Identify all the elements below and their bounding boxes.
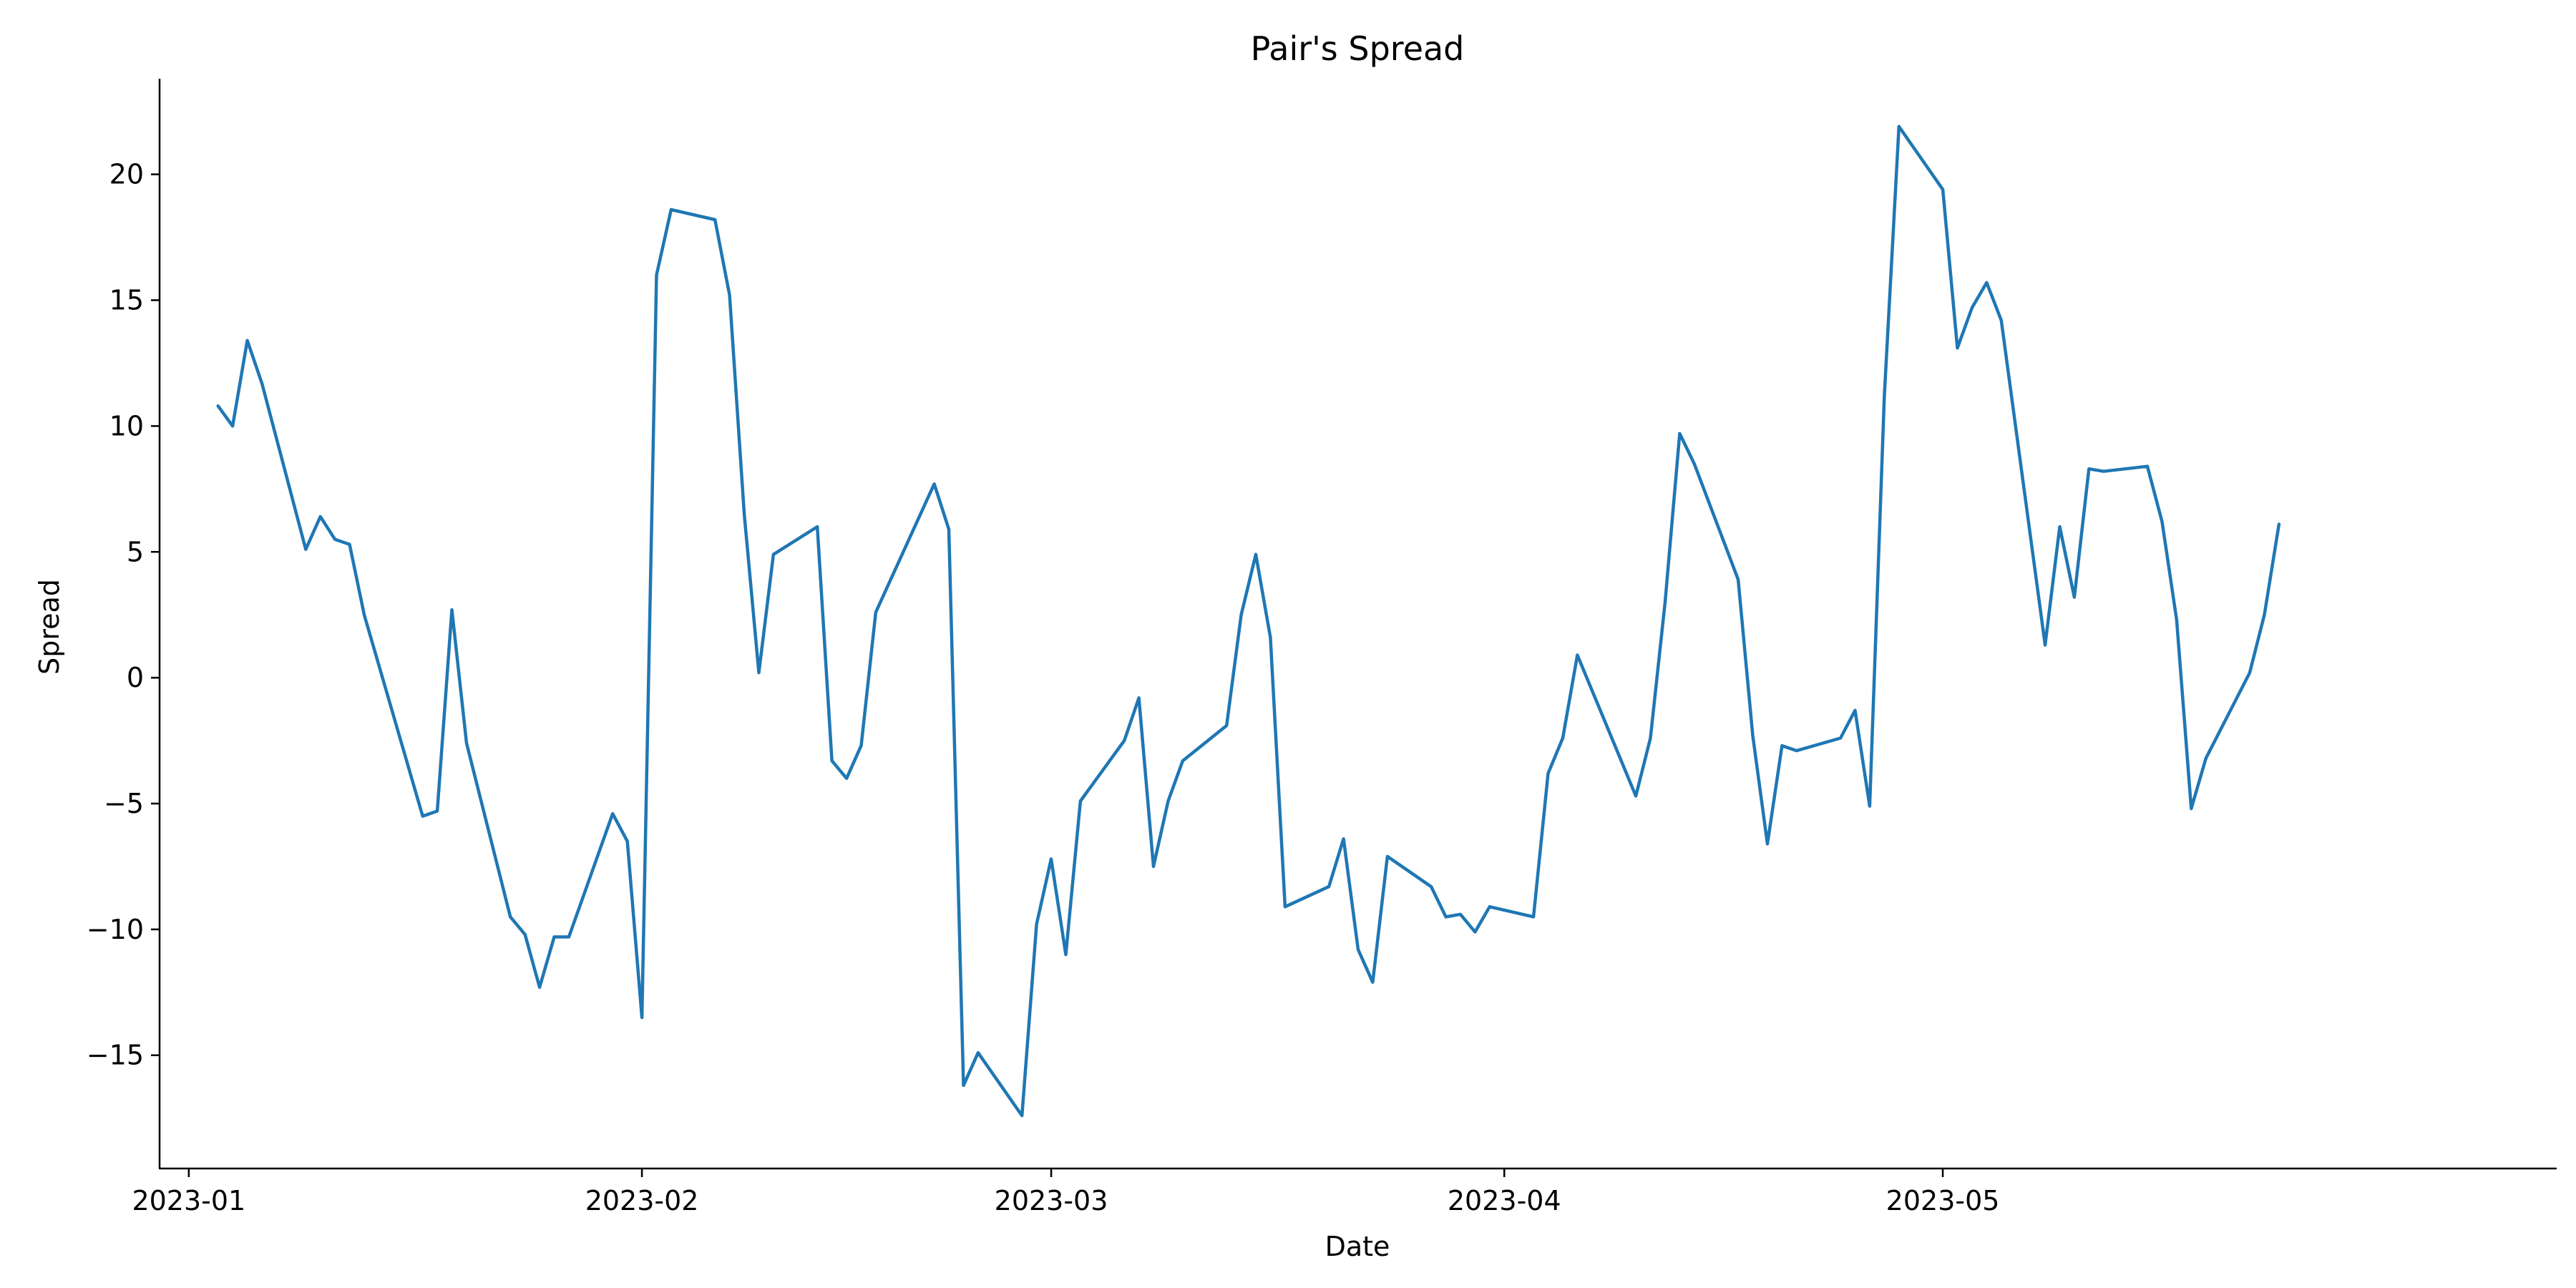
plot-area (216, 125, 2281, 1118)
y-axis-ticks: −15 −10 −5 0 5 10 15 20 (87, 159, 160, 1071)
x-tick-label: 2023-04 (1448, 1185, 1561, 1216)
y-tick-label: 10 (109, 410, 144, 441)
y-tick-label: 0 (127, 662, 144, 693)
x-axis-label: Date (1325, 1231, 1390, 1262)
y-tick-label: −15 (87, 1040, 144, 1071)
x-tick-label: 2023-02 (585, 1185, 699, 1216)
y-tick-label: −5 (104, 788, 144, 819)
y-tick-label: 20 (109, 159, 144, 190)
y-axis-label: Spread (34, 579, 65, 675)
y-tick-label: 15 (109, 285, 144, 316)
chart-title: Pair's Spread (1251, 29, 1465, 68)
y-tick-label: 5 (127, 536, 144, 567)
x-tick-label: 2023-03 (995, 1185, 1108, 1216)
y-tick-label: −10 (87, 914, 144, 945)
x-axis-ticks: 2023-01 2023-02 2023-03 2023-04 2023-05 (132, 1169, 1999, 1216)
x-tick-label: 2023-01 (132, 1185, 245, 1216)
x-tick-label: 2023-05 (1886, 1185, 2000, 1216)
spread-series-line (216, 125, 2281, 1118)
